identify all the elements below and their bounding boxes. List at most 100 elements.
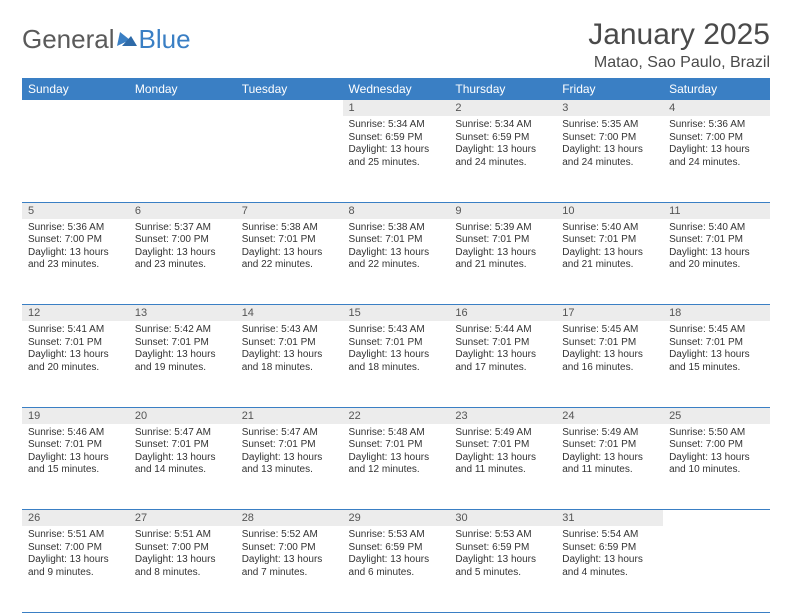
sunrise-line: Sunrise: 5:49 AM: [562, 427, 657, 440]
sunrise-line: Sunrise: 5:45 AM: [562, 324, 657, 337]
daylight-line: Daylight: 13 hours and 12 minutes.: [349, 452, 444, 477]
day-details: Sunrise: 5:52 AMSunset: 7:00 PMDaylight:…: [236, 526, 343, 583]
day-number-cell: [663, 510, 770, 527]
sunset-line: Sunset: 7:01 PM: [562, 337, 657, 350]
day-number-cell: 14: [236, 305, 343, 322]
day-number-cell: [129, 100, 236, 116]
daylight-line: Daylight: 13 hours and 22 minutes.: [349, 247, 444, 272]
sunrise-line: Sunrise: 5:47 AM: [135, 427, 230, 440]
daylight-line: Daylight: 13 hours and 13 minutes.: [242, 452, 337, 477]
day-number-cell: 28: [236, 510, 343, 527]
sunrise-line: Sunrise: 5:53 AM: [349, 529, 444, 542]
day-number-cell: 12: [22, 305, 129, 322]
day-number-cell: 17: [556, 305, 663, 322]
sunrise-line: Sunrise: 5:34 AM: [455, 119, 550, 132]
sunset-line: Sunset: 6:59 PM: [455, 542, 550, 555]
sunrise-line: Sunrise: 5:36 AM: [28, 222, 123, 235]
sunset-line: Sunset: 7:00 PM: [28, 234, 123, 247]
day-cell: Sunrise: 5:36 AMSunset: 7:00 PMDaylight:…: [22, 219, 129, 305]
flag-icon: [117, 24, 139, 55]
day-details: Sunrise: 5:48 AMSunset: 7:01 PMDaylight:…: [343, 424, 450, 481]
daylight-line: Daylight: 13 hours and 21 minutes.: [562, 247, 657, 272]
sunset-line: Sunset: 7:00 PM: [669, 132, 764, 145]
day-number-cell: 18: [663, 305, 770, 322]
col-header: Wednesday: [343, 78, 450, 100]
day-cell: Sunrise: 5:44 AMSunset: 7:01 PMDaylight:…: [449, 321, 556, 407]
day-details: Sunrise: 5:43 AMSunset: 7:01 PMDaylight:…: [236, 321, 343, 378]
week-row: Sunrise: 5:36 AMSunset: 7:00 PM Daylight:…: [22, 219, 770, 305]
sunset-line: Sunset: 7:01 PM: [28, 337, 123, 350]
daylight-line: Daylight: 13 hours and 18 minutes.: [349, 349, 444, 374]
sunset-line: Sunset: 6:59 PM: [455, 132, 550, 145]
day-details: Sunrise: 5:34 AMSunset: 6:59 PMDaylight:…: [343, 116, 450, 173]
day-details: Sunrise: 5:38 AMSunset: 7:01 PMDaylight:…: [343, 219, 450, 276]
day-header-row: Sunday Monday Tuesday Wednesday Thursday…: [22, 78, 770, 100]
sunrise-line: Sunrise: 5:39 AM: [455, 222, 550, 235]
sunset-line: Sunset: 7:01 PM: [349, 234, 444, 247]
day-cell: Sunrise: 5:54 AMSunset: 6:59 PMDaylight:…: [556, 526, 663, 612]
sunset-line: Sunset: 7:01 PM: [669, 234, 764, 247]
sunrise-line: Sunrise: 5:52 AM: [242, 529, 337, 542]
sunset-line: Sunset: 7:01 PM: [455, 337, 550, 350]
daylight-line: Daylight: 13 hours and 6 minutes.: [349, 554, 444, 579]
day-cell: Sunrise: 5:51 AMSunset: 7:00 PMDaylight:…: [22, 526, 129, 612]
day-cell: Sunrise: 5:36 AMSunset: 7:00 PMDaylight:…: [663, 116, 770, 202]
sunset-line: Sunset: 7:01 PM: [242, 337, 337, 350]
location-label: Matao, Sao Paulo, Brazil: [588, 54, 770, 72]
day-number-cell: [236, 100, 343, 116]
day-number-cell: 26: [22, 510, 129, 527]
day-cell: [22, 116, 129, 202]
day-number-cell: 21: [236, 407, 343, 424]
day-number-cell: 9: [449, 202, 556, 219]
day-cell: Sunrise: 5:34 AMSunset: 6:59 PMDaylight:…: [449, 116, 556, 202]
day-number-cell: [22, 100, 129, 116]
daylight-line: Daylight: 13 hours and 11 minutes.: [562, 452, 657, 477]
daylight-line: Daylight: 13 hours and 24 minutes.: [669, 144, 764, 169]
day-cell: Sunrise: 5:37 AMSunset: 7:00 PMDaylight:…: [129, 219, 236, 305]
day-cell: Sunrise: 5:48 AMSunset: 7:01 PMDaylight:…: [343, 424, 450, 510]
day-number-cell: 1: [343, 100, 450, 116]
day-number-cell: 22: [343, 407, 450, 424]
day-details: Sunrise: 5:47 AMSunset: 7:01 PMDaylight:…: [236, 424, 343, 481]
day-details: Sunrise: 5:45 AMSunset: 7:01 PMDaylight:…: [663, 321, 770, 378]
sunset-line: Sunset: 7:01 PM: [242, 234, 337, 247]
day-number-cell: 4: [663, 100, 770, 116]
daylight-line: Daylight: 13 hours and 9 minutes.: [28, 554, 123, 579]
day-details: Sunrise: 5:50 AMSunset: 7:00 PMDaylight:…: [663, 424, 770, 481]
sunrise-line: Sunrise: 5:51 AM: [135, 529, 230, 542]
sunset-line: Sunset: 6:59 PM: [562, 542, 657, 555]
day-details: Sunrise: 5:46 AMSunset: 7:01 PMDaylight:…: [22, 424, 129, 481]
sunset-line: Sunset: 7:01 PM: [349, 337, 444, 350]
day-number-cell: 3: [556, 100, 663, 116]
day-number-cell: 15: [343, 305, 450, 322]
daylight-line: Daylight: 13 hours and 22 minutes.: [242, 247, 337, 272]
week-row: Sunrise: 5:41 AMSunset: 7:01 PMDaylight:…: [22, 321, 770, 407]
col-header: Monday: [129, 78, 236, 100]
week-row: Sunrise: 5:34 AMSunset: 6:59 PMDaylight:…: [22, 116, 770, 202]
sunrise-line: Sunrise: 5:43 AM: [242, 324, 337, 337]
sunrise-line: Sunrise: 5:42 AM: [135, 324, 230, 337]
day-cell: Sunrise: 5:49 AMSunset: 7:01 PMDaylight:…: [556, 424, 663, 510]
sunset-line: Sunset: 7:01 PM: [669, 337, 764, 350]
day-details: Sunrise: 5:47 AMSunset: 7:01 PMDaylight:…: [129, 424, 236, 481]
sunrise-line: Sunrise: 5:45 AM: [669, 324, 764, 337]
day-details: Sunrise: 5:36 AMSunset: 7:00 PMDaylight:…: [663, 116, 770, 173]
sunrise-line: Sunrise: 5:34 AM: [349, 119, 444, 132]
day-cell: Sunrise: 5:38 AMSunset: 7:01 PMDaylight:…: [236, 219, 343, 305]
day-number-cell: 8: [343, 202, 450, 219]
daylight-line: Daylight: 13 hours and 8 minutes.: [135, 554, 230, 579]
sunrise-line: Sunrise: 5:41 AM: [28, 324, 123, 337]
day-cell: Sunrise: 5:52 AMSunset: 7:00 PMDaylight:…: [236, 526, 343, 612]
daylight-line: Daylight: 13 hours and 24 minutes.: [562, 144, 657, 169]
sunrise-line: Sunrise: 5:43 AM: [349, 324, 444, 337]
day-number-cell: 10: [556, 202, 663, 219]
sunrise-line: Sunrise: 5:46 AM: [28, 427, 123, 440]
day-details: Sunrise: 5:40 AMSunset: 7:01 PMDaylight:…: [556, 219, 663, 276]
day-cell: Sunrise: 5:47 AMSunset: 7:01 PMDaylight:…: [129, 424, 236, 510]
day-details: Sunrise: 5:35 AMSunset: 7:00 PMDaylight:…: [556, 116, 663, 173]
day-number-cell: 31: [556, 510, 663, 527]
day-details: Sunrise: 5:49 AMSunset: 7:01 PMDaylight:…: [556, 424, 663, 481]
day-cell: Sunrise: 5:39 AMSunset: 7:01 PMDaylight:…: [449, 219, 556, 305]
day-number-cell: 19: [22, 407, 129, 424]
day-cell: Sunrise: 5:38 AMSunset: 7:01 PMDaylight:…: [343, 219, 450, 305]
